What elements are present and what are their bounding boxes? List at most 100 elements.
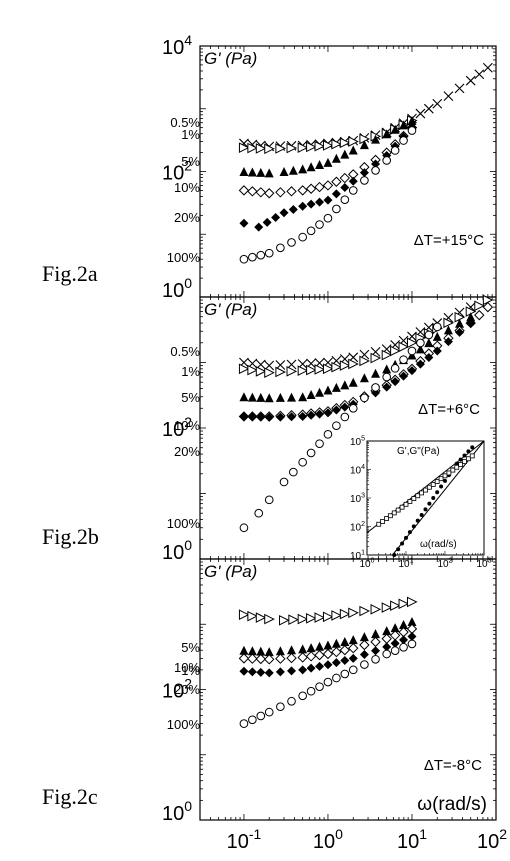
data-point xyxy=(331,638,341,648)
data-point xyxy=(399,120,409,130)
inset-data-point xyxy=(399,504,405,510)
inset-data-point xyxy=(411,496,417,502)
data-point xyxy=(247,646,257,656)
series-label: 0.5% xyxy=(170,115,200,130)
data-point xyxy=(298,232,307,242)
data-point xyxy=(348,358,359,370)
data-point xyxy=(264,647,274,657)
data-point xyxy=(340,669,350,679)
inset-data-point xyxy=(407,499,413,504)
y-axis-label: G' (Pa) xyxy=(204,300,257,319)
data-point xyxy=(474,309,485,321)
data-point xyxy=(407,366,417,376)
series-label: 100% xyxy=(167,516,201,531)
data-point xyxy=(348,403,358,413)
data-point xyxy=(382,626,392,636)
data-point xyxy=(382,649,392,659)
series-100pct xyxy=(239,126,417,264)
inset-data-point xyxy=(435,490,440,495)
series-0p5pct xyxy=(239,302,476,371)
data-point xyxy=(247,364,258,376)
data-point xyxy=(306,226,316,236)
inset-data-point xyxy=(384,516,389,521)
series-20pct xyxy=(239,123,417,232)
inset-data-point xyxy=(462,453,467,458)
inset-data-point xyxy=(404,535,408,540)
data-point xyxy=(288,614,299,625)
data-point xyxy=(416,338,425,348)
data-point xyxy=(407,115,417,125)
panel-3: 100 102 G' (Pa) ΔT=-8°C 1% 5% 10% 20% 100% xyxy=(162,558,497,825)
inset-data-point xyxy=(462,459,467,464)
data-point xyxy=(264,668,274,678)
data-point xyxy=(348,136,359,147)
data-point xyxy=(432,322,442,332)
data-point xyxy=(254,222,264,232)
series-label: 10% xyxy=(174,660,200,675)
data-point xyxy=(332,673,341,683)
data-point xyxy=(298,665,308,675)
data-point xyxy=(238,363,250,375)
series-5pct xyxy=(239,115,417,178)
series-100pct xyxy=(239,639,417,728)
data-point xyxy=(305,651,317,662)
inset-data-point xyxy=(446,470,452,476)
data-point xyxy=(348,377,358,387)
data-point xyxy=(371,654,380,664)
data-point xyxy=(340,380,350,390)
data-point xyxy=(264,393,274,403)
data-point xyxy=(264,613,275,625)
data-point xyxy=(424,353,434,363)
data-point xyxy=(255,143,267,154)
data-point xyxy=(287,666,297,676)
x-ticks xyxy=(199,559,493,820)
series-label: 100% xyxy=(167,250,201,265)
data-point xyxy=(287,645,297,655)
series-label: 5% xyxy=(181,640,200,655)
data-point xyxy=(306,448,316,458)
data-point xyxy=(390,345,401,357)
y-ticks xyxy=(200,299,496,560)
data-point xyxy=(264,495,274,505)
data-point xyxy=(306,686,316,696)
inset-data-point xyxy=(415,518,420,523)
x-tick-label: 102 xyxy=(477,826,507,853)
data-point xyxy=(248,715,257,725)
data-point xyxy=(323,640,333,650)
y-tick-label: 100 xyxy=(162,275,192,302)
figure-label-2a: Fig.2a xyxy=(42,261,98,286)
data-point xyxy=(256,646,266,656)
data-point xyxy=(262,217,272,227)
data-point xyxy=(264,248,274,258)
data-point xyxy=(371,383,380,392)
data-point xyxy=(348,145,358,155)
inset-data-point xyxy=(454,461,459,466)
data-point xyxy=(381,633,392,644)
data-point xyxy=(247,610,258,622)
data-point xyxy=(256,392,266,402)
data-point xyxy=(331,361,343,373)
data-point xyxy=(275,412,285,422)
data-point xyxy=(276,243,285,253)
data-point xyxy=(424,338,434,348)
data-point xyxy=(264,707,274,717)
data-point xyxy=(297,365,309,376)
data-point xyxy=(256,412,266,422)
data-point xyxy=(288,165,298,175)
data-point xyxy=(390,124,400,134)
data-point xyxy=(279,167,289,176)
x-tick-label: 101 xyxy=(397,826,427,853)
data-point xyxy=(314,140,326,152)
inset-data-point xyxy=(392,553,397,557)
y-axis-label: G' (Pa) xyxy=(204,49,257,68)
data-point xyxy=(443,325,453,335)
inset-data-point xyxy=(450,467,456,473)
data-point xyxy=(279,208,289,218)
data-point xyxy=(306,663,316,673)
data-point xyxy=(256,250,266,260)
x-tick-labels: 10-1 100 101 102 xyxy=(227,826,508,853)
inset-data-point xyxy=(376,521,382,527)
inset-data-point xyxy=(466,449,471,454)
